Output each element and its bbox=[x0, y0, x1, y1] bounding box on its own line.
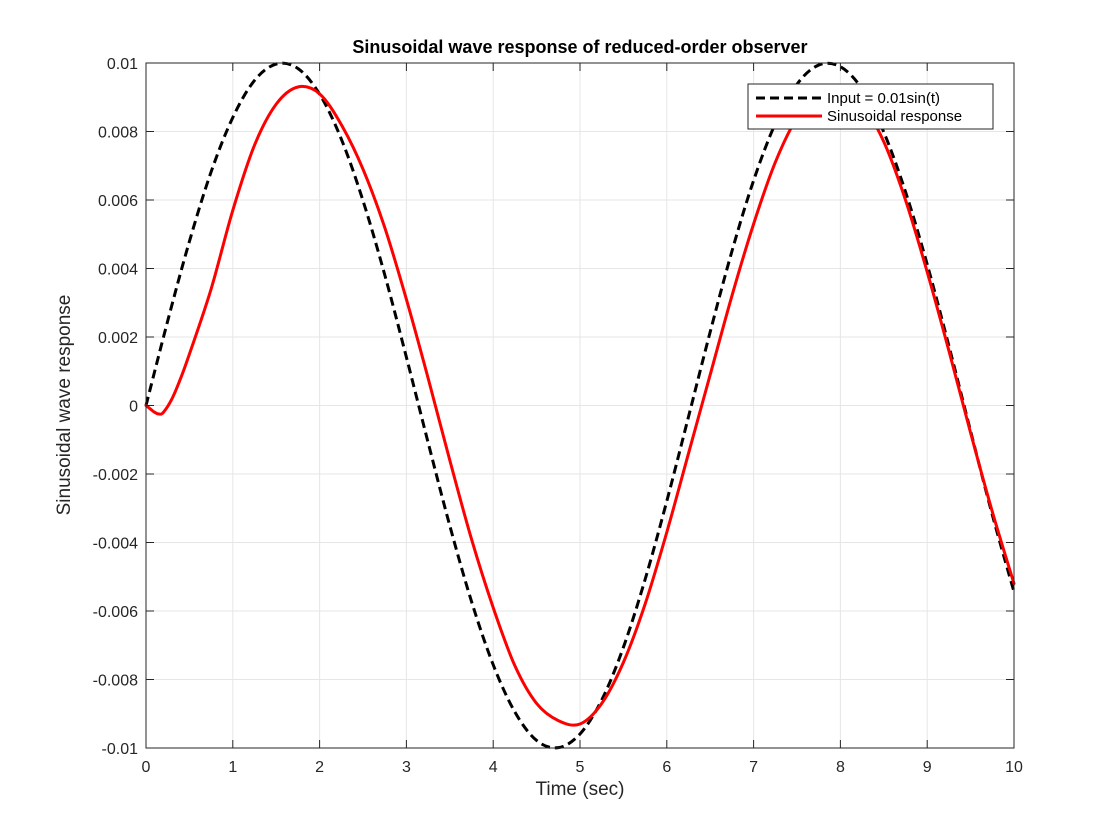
x-tick-label: 0 bbox=[142, 759, 151, 776]
legend: Input = 0.01sin(t) Sinusoidal response bbox=[747, 83, 994, 130]
x-tick-label: 9 bbox=[923, 759, 932, 776]
y-tick-label: -0.002 bbox=[93, 467, 138, 484]
y-axis-label: Sinusoidal wave response bbox=[54, 295, 75, 516]
x-tick-label: 7 bbox=[749, 759, 758, 776]
x-tick-label: 6 bbox=[662, 759, 671, 776]
y-tick-label: 0 bbox=[129, 399, 138, 416]
x-tick-label: 5 bbox=[576, 759, 585, 776]
x-tick-label: 10 bbox=[1005, 759, 1023, 776]
x-tick-label: 8 bbox=[836, 759, 845, 776]
legend-box bbox=[747, 83, 994, 130]
x-tick-label: 4 bbox=[489, 759, 498, 776]
y-tick-label: -0.006 bbox=[93, 604, 138, 621]
legend-label-input: Input = 0.01sin(t) bbox=[827, 90, 940, 107]
y-tick-label: -0.01 bbox=[102, 741, 139, 758]
chart-title: Sinusoidal wave response of reduced-orde… bbox=[352, 37, 807, 57]
y-tick-label: -0.008 bbox=[93, 673, 138, 690]
ticks: 0 1 2 3 4 5 6 7 8 9 10 -0.01 -0.008 -0.006 -0.004 -0.00… bbox=[93, 56, 1023, 776]
x-tick-label: 1 bbox=[228, 759, 237, 776]
x-tick-label: 2 bbox=[315, 759, 324, 776]
y-tick-label: 0.01 bbox=[107, 56, 138, 73]
x-axis-label: Time (sec) bbox=[535, 779, 624, 800]
x-tick-label: 3 bbox=[402, 759, 411, 776]
legend-label-response: Sinusoidal response bbox=[827, 108, 962, 125]
y-tick-label: 0.004 bbox=[98, 262, 138, 279]
y-tick-label: 0.006 bbox=[98, 193, 138, 210]
y-tick-label: -0.004 bbox=[93, 536, 138, 553]
y-tick-label: 0.002 bbox=[98, 330, 138, 347]
y-tick-label: 0.008 bbox=[98, 125, 138, 142]
